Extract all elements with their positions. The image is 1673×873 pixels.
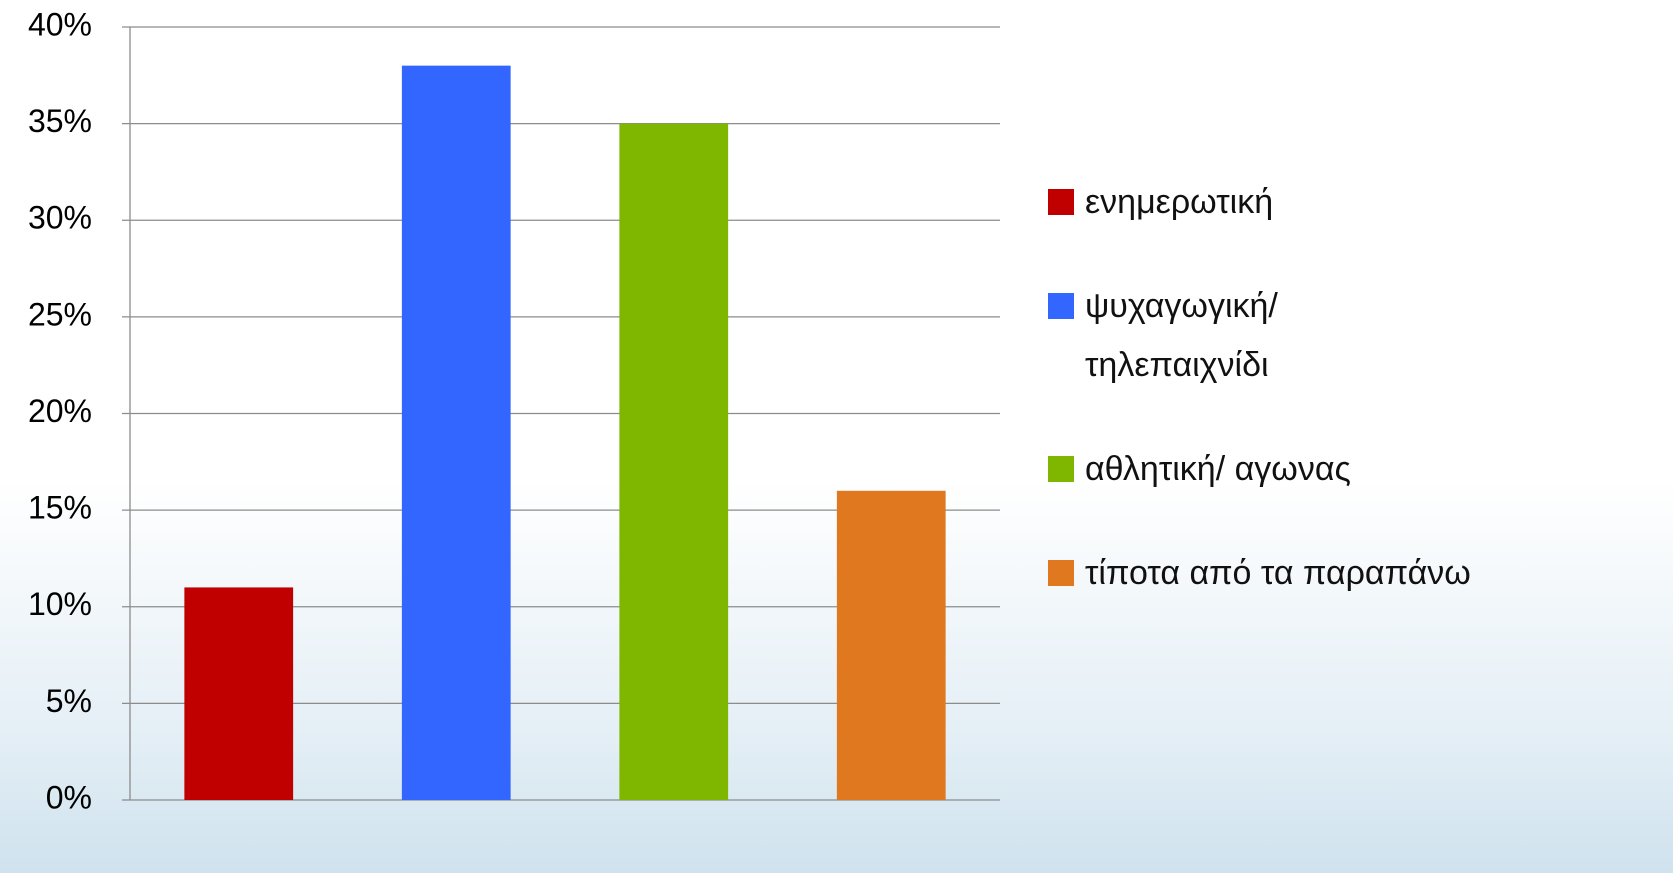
legend-label: αθλητική/ αγωνας [1085,450,1351,488]
y-tick-label: 10% [28,586,92,622]
legend-label: τίποτα από τα παραπάνω [1085,554,1471,592]
y-tick-label: 0% [46,779,92,815]
legend-swatch [1048,456,1074,482]
y-tick-label: 40% [28,6,92,42]
y-tick-label: 25% [28,296,92,332]
y-tick-label: 20% [28,393,92,429]
legend-label: ενημερωτική [1085,183,1274,221]
bar [401,65,511,800]
legend-entry: αθλητική/ αγωνας [1048,440,1471,499]
legend-swatch [1048,293,1074,319]
legend: ενημερωτική ψυχαγωγική/ τηλεπαιχνίδι αθλητ… [1048,173,1471,603]
legend-entry: ενημερωτική [1048,173,1471,232]
bar [619,123,729,800]
legend-entry: ψυχαγωγική/ τηλεπαιχνίδι [1048,277,1471,395]
bar [836,490,946,800]
legend-label: ψυχαγωγική/ τηλεπαιχνίδι [1085,287,1278,384]
y-tick-label: 5% [46,683,92,719]
y-tick-label: 15% [28,490,92,526]
legend-entry: τίποτα από τα παραπάνω [1048,544,1471,603]
legend-swatch [1048,560,1074,586]
chart: 0% 5% 10% 15% 20% 25% 30% 35% 40% [28,6,1000,815]
bar [184,587,294,800]
y-tick-label: 30% [28,200,92,236]
y-tick-label: 35% [28,103,92,139]
legend-swatch [1048,189,1074,215]
